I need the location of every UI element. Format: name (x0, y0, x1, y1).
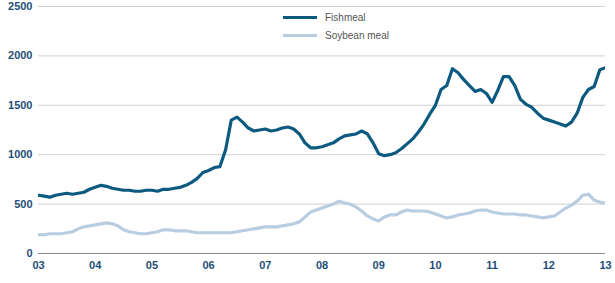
svg-text:13: 13 (599, 259, 611, 271)
svg-text:09: 09 (373, 259, 385, 271)
html-text:Fishmeal: Fishmeal (325, 11, 366, 23)
svg-text:0: 0 (26, 247, 32, 259)
svg-text:2500: 2500 (8, 0, 32, 12)
svg-text:1000: 1000 (8, 148, 32, 160)
svg-text:03: 03 (32, 259, 44, 271)
html-text:Soybean meal: Soybean meal (325, 29, 389, 41)
svg-text:08: 08 (316, 259, 328, 271)
svg-text:05: 05 (146, 259, 158, 271)
svg-text:04: 04 (89, 259, 102, 271)
svg-text:500: 500 (14, 198, 32, 210)
svg-text:10: 10 (429, 259, 441, 271)
svg-text:06: 06 (202, 259, 214, 271)
svg-text:1500: 1500 (8, 99, 32, 111)
svg-text:11: 11 (486, 259, 498, 271)
svg-text:2000: 2000 (8, 49, 32, 61)
svg-text:12: 12 (543, 259, 555, 271)
svg-text:07: 07 (259, 259, 271, 271)
